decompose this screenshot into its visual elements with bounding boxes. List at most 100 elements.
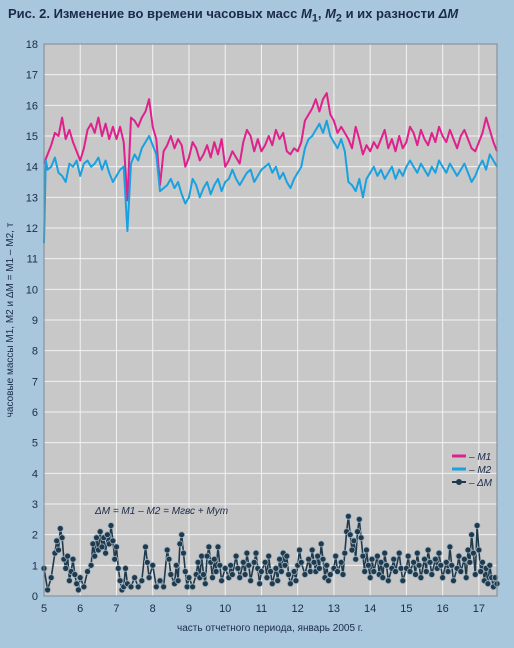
series-delta-m-point: [71, 571, 79, 578]
series-delta-m-point: [475, 546, 483, 554]
series-delta-m-point: [277, 568, 285, 575]
series-delta-m-point: [205, 543, 213, 551]
series-layer: [40, 92, 501, 594]
series-delta-m-point: [53, 537, 61, 545]
series-delta-m-point: [228, 571, 236, 578]
legend-item-m2: – M2: [452, 465, 492, 476]
series-delta-m-point: [446, 543, 454, 551]
series-delta-m-point: [91, 552, 99, 560]
series-delta-m-point: [448, 561, 456, 569]
y-tick-label: 1: [32, 560, 38, 572]
series-delta-m-point: [142, 543, 149, 551]
series-delta-m-point: [292, 577, 300, 585]
series-delta-m-point: [469, 549, 477, 557]
series-delta-m-point: [341, 549, 349, 557]
series-delta-m-point: [473, 522, 481, 529]
series-delta-m-point: [218, 577, 226, 585]
y-tick-label: 7: [32, 376, 38, 388]
series-delta-m-point: [325, 577, 332, 585]
series-delta-m-point: [232, 552, 240, 560]
y-tick-label: 8: [32, 346, 38, 358]
y-tick-label: 16: [26, 100, 38, 112]
series-delta-m-point: [462, 574, 470, 581]
series-delta-m-point: [276, 555, 284, 563]
series-delta-m-point: [310, 558, 318, 566]
series-delta-m-point: [62, 565, 70, 572]
series-delta-m-point: [143, 558, 151, 566]
series-delta-m-point: [296, 546, 303, 554]
series-delta-m-point: [308, 546, 316, 554]
series-delta-m-point: [221, 565, 229, 572]
series-delta-m-point: [122, 565, 129, 572]
y-tick-label: 18: [26, 39, 38, 51]
series-delta-m-point: [250, 558, 258, 566]
series-delta-m-point: [116, 577, 124, 585]
series-delta-m-point: [214, 543, 222, 551]
series-delta-m-point: [93, 534, 100, 542]
series-delta-m-point: [200, 571, 207, 578]
y-tick-label: 12: [26, 223, 38, 235]
series-delta-m-point: [234, 565, 242, 572]
y-tick-label: 13: [26, 192, 38, 204]
series-delta-m-point: [209, 574, 216, 581]
series-delta-m-point: [377, 558, 385, 566]
series-delta-m-point: [301, 571, 309, 578]
series-delta-m-point: [410, 558, 418, 566]
series-delta-m-point: [107, 522, 115, 529]
series-delta-m-point: [346, 531, 354, 539]
series-delta-m-point: [339, 571, 347, 578]
x-tick-label: 14: [364, 603, 376, 615]
series-delta-m-point: [466, 558, 474, 566]
series-delta-m-point: [368, 555, 376, 563]
grid: [44, 44, 497, 596]
series-delta-m-point: [156, 577, 164, 585]
series-delta-m-point: [406, 568, 414, 575]
y-tick-label: 9: [32, 315, 38, 327]
series-delta-m-point: [460, 555, 468, 563]
x-tick-label: 7: [113, 603, 119, 615]
legend-item-delta-m: – ΔM: [452, 478, 493, 489]
series-delta-m-point: [44, 586, 51, 594]
series-delta-m-point: [323, 561, 331, 569]
x-tick-label: 6: [77, 603, 83, 615]
series-delta-m-point: [109, 537, 117, 545]
series-delta-m-point: [267, 568, 274, 575]
y-tick-label: 15: [26, 131, 38, 143]
x-tick-label: 5: [41, 603, 47, 615]
series-delta-m-point: [422, 568, 430, 575]
series-delta-m-point: [163, 546, 171, 554]
series-delta-m-point: [84, 568, 91, 575]
series-delta-m-point: [319, 555, 327, 563]
series-delta-m-point: [185, 574, 193, 581]
series-delta-m-point: [243, 549, 251, 557]
y-axis-label: часовые массы M1, M2 и ΔM = M1 – M2, т: [5, 222, 16, 417]
series-delta-m-point: [457, 568, 465, 575]
series-delta-m-point: [87, 561, 95, 569]
series-delta-m-point: [357, 534, 365, 542]
series-delta-m-line: [43, 515, 498, 591]
series-delta-m-point: [283, 552, 291, 560]
series-delta-m-point: [268, 580, 276, 588]
series-delta-m-point: [69, 555, 77, 563]
series-delta-m-point: [245, 561, 253, 569]
series-delta-m-point: [344, 512, 352, 520]
series-delta-m-point: [212, 568, 220, 575]
series-delta-m-point: [113, 543, 120, 551]
chart-title: Рис. 2. Изменение во времени часовых мас…: [8, 6, 459, 25]
series-delta-m-point: [210, 555, 218, 563]
series-delta-m-point: [442, 558, 450, 566]
y-tick-label: 2: [32, 530, 38, 542]
x-tick-label: 13: [328, 603, 340, 615]
x-tick-label: 10: [219, 603, 231, 615]
series-delta-m-point: [167, 571, 175, 578]
series-delta-m-point: [426, 558, 434, 566]
y-tick-label: 17: [26, 70, 38, 82]
series-delta-m-point: [354, 528, 361, 535]
series-delta-m-point: [180, 549, 187, 557]
series-delta-m-point: [73, 580, 80, 588]
series-delta-m-point: [352, 555, 360, 563]
series-delta-m-point: [326, 571, 334, 578]
series-delta-m-point: [257, 568, 265, 575]
